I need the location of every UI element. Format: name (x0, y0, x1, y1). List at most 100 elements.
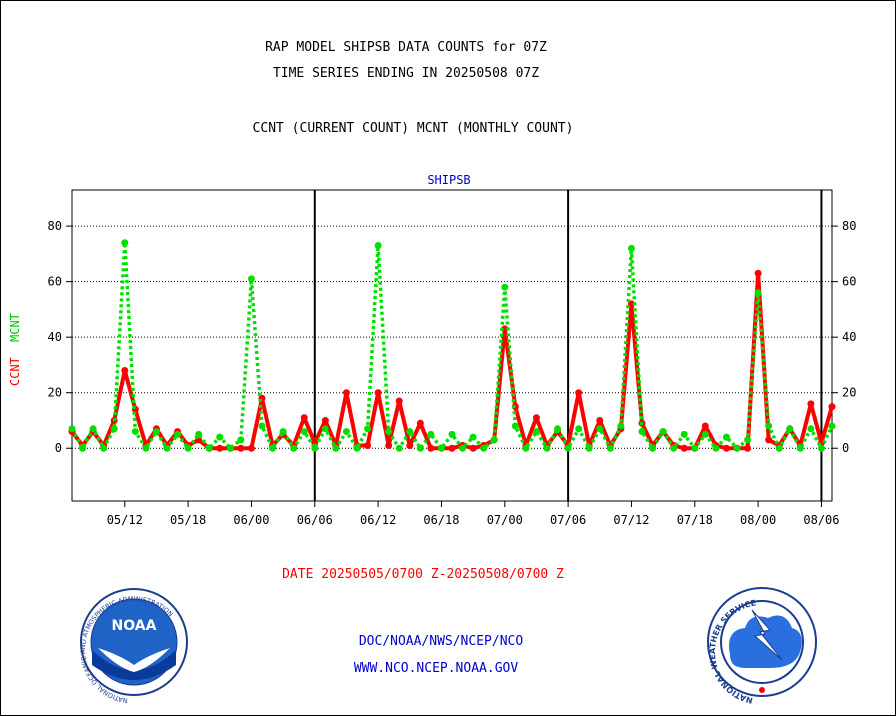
x-tick-label: 07/12 (613, 513, 649, 527)
x-tick-label: 06/12 (360, 513, 396, 527)
data-point-ccnt (448, 444, 456, 452)
data-point-mcnt (722, 433, 730, 441)
org-link[interactable]: DOC/NOAA/NWS/NCEP/NCO (359, 634, 524, 649)
data-point-mcnt (606, 444, 614, 452)
data-point-mcnt (543, 444, 551, 452)
y-tick-label-right: 60 (842, 275, 856, 289)
data-point-ccnt (247, 444, 255, 452)
data-point-mcnt (691, 444, 699, 452)
y-tick-label-left: 60 (48, 275, 62, 289)
data-point-mcnt (469, 433, 477, 441)
data-point-mcnt (564, 444, 572, 452)
data-point-ccnt (364, 441, 372, 449)
y-tick-label-right: 40 (842, 330, 856, 344)
data-point-ccnt (395, 397, 403, 405)
data-point-mcnt (680, 430, 688, 438)
data-point-mcnt (142, 444, 150, 452)
data-point-mcnt (269, 444, 277, 452)
data-point-mcnt (828, 422, 836, 430)
data-point-mcnt (353, 444, 361, 452)
x-tick-label: 08/06 (803, 513, 839, 527)
data-point-mcnt (121, 239, 129, 247)
data-point-mcnt (744, 436, 752, 444)
data-point-mcnt (321, 425, 329, 433)
data-point-mcnt (575, 425, 583, 433)
data-point-mcnt (490, 436, 498, 444)
data-point-mcnt (247, 275, 255, 283)
data-point-mcnt (290, 444, 298, 452)
data-point-mcnt (332, 444, 340, 452)
data-series (68, 239, 836, 452)
noaa-logo-text: NOAA (112, 618, 157, 634)
data-point-ccnt (469, 444, 477, 452)
data-point-ccnt (216, 444, 224, 452)
y-tick-label-left: 40 (48, 330, 62, 344)
day-boundaries (313, 190, 823, 501)
data-point-mcnt (195, 430, 203, 438)
data-point-ccnt (754, 269, 762, 277)
y-tick-label-left: 0 (55, 441, 62, 455)
data-point-mcnt (765, 422, 773, 430)
series-line-ccnt (70, 271, 834, 451)
x-tick-label: 07/06 (550, 513, 586, 527)
data-point-ccnt (237, 444, 245, 452)
date-range-label: DATE 20250505/0700 Z-20250508/0700 Z (282, 567, 564, 582)
data-point-mcnt (501, 283, 509, 291)
x-tick-label: 06/18 (423, 513, 459, 527)
data-point-ccnt (596, 416, 604, 424)
chart-subtitle: CCNT (CURRENT COUNT) MCNT (MONTHLY COUNT… (253, 121, 574, 136)
title-line-1: RAP MODEL SHIPSB DATA COUNTS for 07Z (265, 40, 547, 55)
x-tick-label: 07/00 (487, 513, 523, 527)
data-point-ccnt (342, 389, 350, 397)
data-point-mcnt (796, 444, 804, 452)
data-point-ccnt (300, 414, 308, 422)
data-point-mcnt (100, 444, 108, 452)
data-point-ccnt (121, 366, 129, 374)
data-point-ccnt (374, 389, 382, 397)
data-point-mcnt (701, 430, 709, 438)
data-point-mcnt (627, 244, 635, 252)
data-point-mcnt (554, 425, 562, 433)
x-tick-label: 05/12 (107, 513, 143, 527)
title-line-2: TIME SERIES ENDING IN 20250508 07Z (273, 66, 539, 81)
plot-area (71, 189, 833, 502)
y-tick-label-right: 80 (842, 219, 856, 233)
data-point-mcnt (68, 425, 76, 433)
x-tick-labels: 05/12 05/18 06/00 06/06 06/12 06/18 07/00 07/06… (107, 513, 840, 527)
data-point-mcnt (385, 428, 393, 436)
x-tick-label: 06/00 (233, 513, 269, 527)
data-point-mcnt (617, 422, 625, 430)
data-point-mcnt (237, 436, 245, 444)
y-axis-label-mcnt: MCNT (8, 313, 22, 342)
data-point-mcnt (416, 444, 424, 452)
noaa-logo: NOAA NATIONAL OCEANIC AND ATMOSPHERIC AD… (79, 588, 188, 705)
data-point-mcnt (733, 444, 741, 452)
data-point-ccnt (701, 422, 709, 430)
data-point-mcnt (374, 242, 382, 250)
data-point-mcnt (163, 444, 171, 452)
y-tick-label-left: 20 (48, 386, 62, 400)
data-point-ccnt (416, 419, 424, 427)
data-point-mcnt (754, 289, 762, 297)
data-point-mcnt (406, 428, 414, 436)
x-tick-label: 05/18 (170, 513, 206, 527)
data-point-mcnt (775, 444, 783, 452)
data-point-mcnt (638, 428, 646, 436)
data-point-mcnt (152, 428, 160, 436)
data-point-mcnt (807, 425, 815, 433)
website-link[interactable]: WWW.NCO.NCEP.NOAA.GOV (354, 661, 519, 676)
data-point-mcnt (205, 444, 213, 452)
data-point-ccnt (385, 441, 393, 449)
data-point-ccnt (680, 444, 688, 452)
data-point-ccnt (406, 441, 414, 449)
data-point-ccnt (575, 389, 583, 397)
nws-logo: NATIONAL WEATHER SERVICE (707, 587, 817, 705)
data-point-mcnt (174, 430, 182, 438)
data-point-mcnt (670, 444, 678, 452)
data-point-mcnt (395, 444, 403, 452)
data-point-mcnt (342, 428, 350, 436)
data-point-ccnt (765, 436, 773, 444)
data-point-ccnt (744, 444, 752, 452)
data-point-ccnt (427, 444, 435, 452)
